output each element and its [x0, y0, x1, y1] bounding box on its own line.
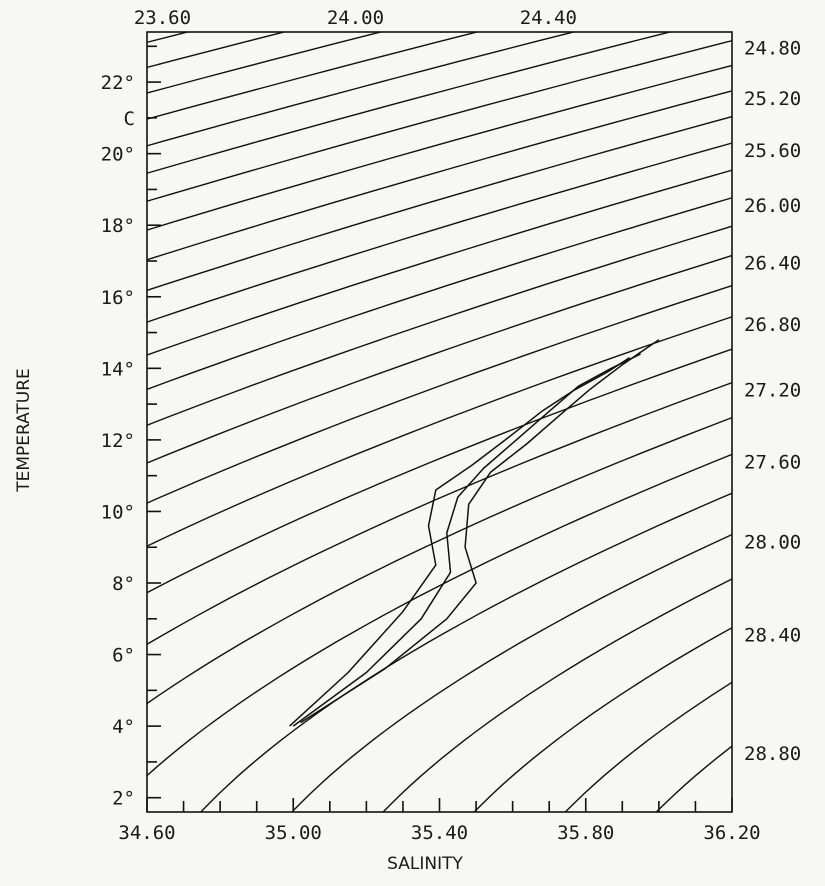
- isopycnal-line: [147, 225, 732, 426]
- isopycnal-line: [147, 254, 732, 464]
- isopycnal-line: [147, 348, 732, 594]
- isopycnal-line: [655, 745, 732, 812]
- isopycnal-line: [382, 578, 732, 812]
- isopycnal-label: 23.60: [134, 7, 191, 29]
- isopycnal-line: [147, 90, 732, 261]
- y-tick-label: 18°: [101, 215, 135, 237]
- y-tick-label: 20°: [101, 144, 135, 166]
- isopycnal-label: 26.80: [744, 314, 801, 336]
- isopycnal-line: [199, 492, 732, 812]
- isopycnal-line: [147, 115, 732, 292]
- y-tick-label: 16°: [101, 287, 135, 309]
- profile-line-2: [292, 353, 641, 727]
- isopycnal-label: 26.40: [744, 253, 801, 275]
- isopycnal-line: [147, 32, 673, 174]
- isopycnal-label: 25.20: [744, 88, 801, 110]
- x-tick-label: 35.00: [265, 822, 322, 844]
- profile-lines: [289, 339, 660, 727]
- y-tick-label: 22°: [101, 72, 135, 94]
- isopycnal-label: 25.60: [744, 140, 801, 162]
- y-tick-label: C: [124, 108, 135, 130]
- isopycnal-line: [147, 32, 384, 94]
- isopycnal-label: 27.60: [744, 451, 801, 473]
- y-axis-tick-labels: 2° 4° 6° 8° 10° 12° 14° 16° 18° 20° C 22°: [101, 72, 135, 810]
- isopycnal-label: 24.40: [520, 7, 577, 29]
- isopycnal-lines: [147, 0, 825, 848]
- x-axis-tick-labels: 34.60 35.00 35.40 35.80 36.20: [118, 822, 760, 844]
- isopycnal-top-labels: 23.60 24.00 24.40: [134, 7, 577, 29]
- isopycnal-label: 27.20: [744, 380, 801, 402]
- profile-line-1: [289, 356, 631, 727]
- isopycnal-line: [147, 416, 732, 705]
- isopycnal-line: [147, 32, 287, 69]
- x-tick-label: 35.80: [557, 822, 614, 844]
- isopycnal-label: 24.00: [327, 7, 384, 29]
- isopycnal-line: [147, 64, 732, 231]
- y-tick-label: 8°: [112, 573, 135, 595]
- isopycnal-line: [473, 626, 732, 812]
- isopycnal-line: [147, 453, 732, 777]
- profile-line-3: [300, 339, 660, 724]
- isopycnal-line: [147, 32, 191, 44]
- isopycnal-line: [564, 681, 732, 812]
- y-axis-ticks: [147, 45, 161, 799]
- isopycnal-line: [147, 284, 732, 504]
- x-tick-label: 34.60: [118, 822, 175, 844]
- isopycnal-label: 28.00: [744, 532, 801, 554]
- y-tick-label: 4°: [112, 716, 135, 738]
- y-tick-label: 2°: [112, 788, 135, 810]
- y-tick-label: 14°: [101, 358, 135, 380]
- y-tick-label: 10°: [101, 501, 135, 523]
- y-axis-title: TEMPERATURE: [14, 368, 34, 493]
- y-tick-label: 12°: [101, 430, 135, 452]
- isopycnal-line: [147, 32, 577, 147]
- isopycnal-line: [147, 316, 732, 547]
- x-axis-title: SALINITY: [387, 854, 463, 874]
- isopycnal-line: [147, 39, 732, 202]
- isopycnal-line: [147, 381, 732, 646]
- isopycnal-label: 28.80: [744, 743, 801, 765]
- x-tick-label: 36.20: [703, 822, 760, 844]
- isopycnal-label: 24.80: [744, 38, 801, 60]
- isopycnal-label: 28.40: [744, 625, 801, 647]
- y-tick-label: 6°: [112, 645, 135, 667]
- isopycnal-line: [715, 0, 825, 848]
- isopycnal-label: 26.00: [744, 195, 801, 217]
- isopycnal-line: [290, 533, 732, 812]
- isopycnal-right-labels: 24.80 25.20 25.60 26.00 26.40 26.80 27.20 27.60…: [744, 38, 801, 765]
- x-tick-label: 35.40: [411, 822, 468, 844]
- x-axis-ticks: [146, 798, 733, 812]
